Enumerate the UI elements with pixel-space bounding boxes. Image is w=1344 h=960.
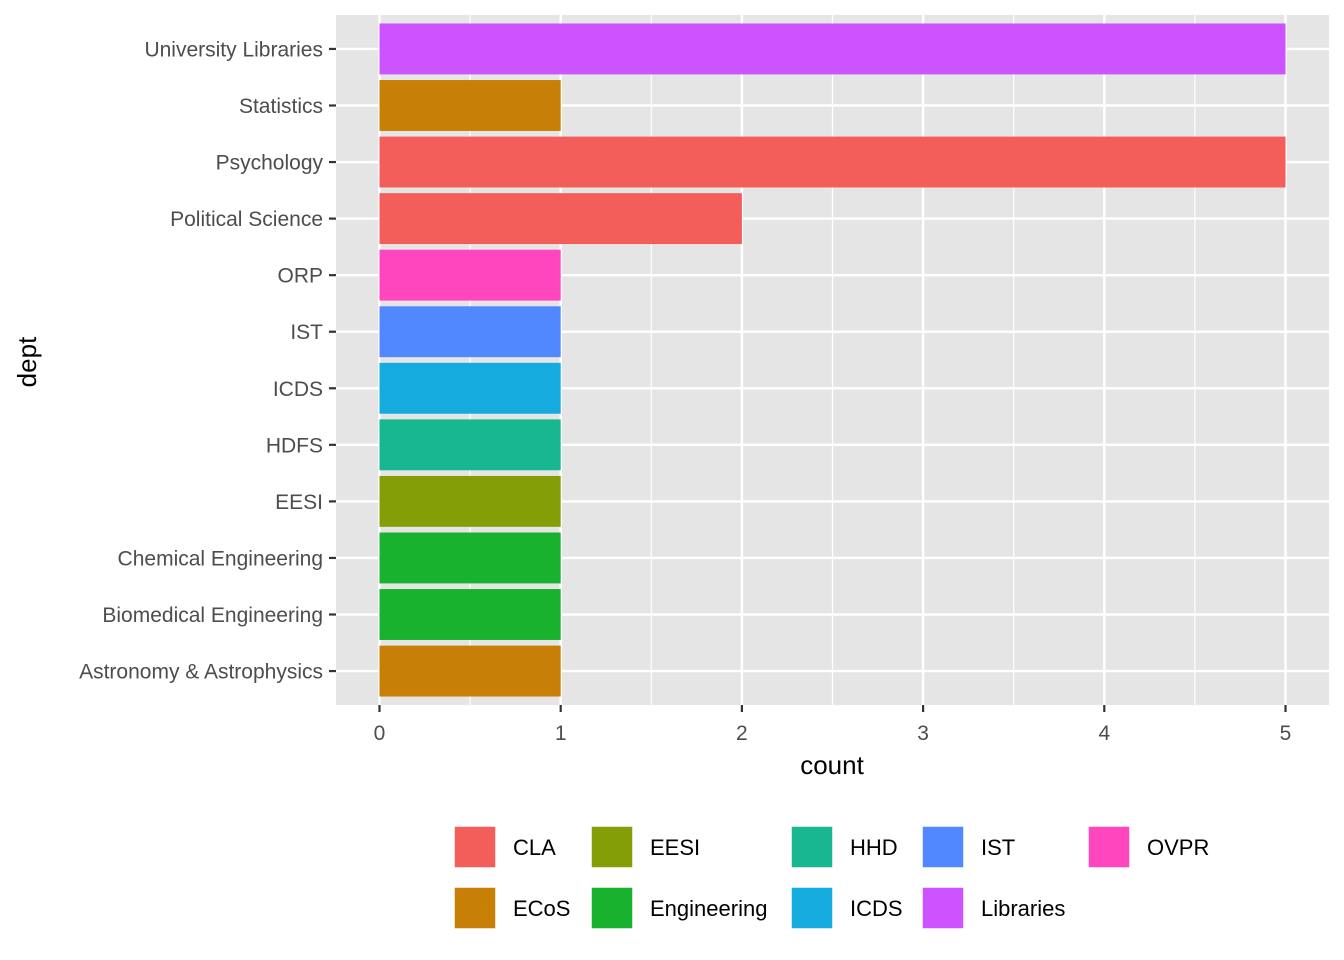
bar [379, 419, 561, 471]
legend-key [921, 825, 965, 869]
y-tick-label: Statistics [239, 95, 323, 118]
legend-label: Engineering [650, 896, 767, 921]
bar [379, 589, 561, 640]
y-tick-label: ORP [277, 265, 323, 288]
bar [379, 193, 742, 245]
legend-label: ICDS [850, 896, 903, 921]
y-tick-label: Biomedical Engineering [102, 604, 323, 627]
legend-key [1087, 825, 1131, 869]
y-tick-label: ICDS [273, 378, 323, 401]
y-tick-label: Political Science [170, 208, 323, 231]
legend-label: Libraries [981, 896, 1065, 921]
legend: CLA ECoS EESI Engineering HHD ICDS IST Librarie… [453, 825, 1209, 930]
legend-key [590, 886, 634, 930]
y-tick-label: University Libraries [144, 38, 323, 61]
legend-key [790, 825, 834, 869]
y-axis-title: dept [12, 336, 42, 387]
bar [379, 645, 561, 697]
x-tick-label: 5 [1280, 722, 1292, 745]
legend-label: EESI [650, 835, 700, 860]
y-tick-label: Chemical Engineering [118, 547, 323, 570]
x-tick-label: 3 [917, 722, 929, 745]
x-axis-title: count [800, 750, 864, 780]
legend-label: HHD [850, 835, 898, 860]
legend-key [453, 886, 497, 930]
x-tick-label: 0 [374, 722, 386, 745]
legend-label: IST [981, 835, 1015, 860]
major-gridlines [336, 15, 1329, 705]
x-tick-label: 1 [555, 722, 567, 745]
bar [379, 80, 561, 131]
y-tick-label: IST [290, 321, 323, 344]
bar [379, 136, 1286, 188]
y-tick-label: Psychology [216, 152, 324, 175]
legend-key [921, 886, 965, 930]
x-tick-label: 4 [1098, 722, 1110, 745]
legend-label: CLA [513, 835, 556, 860]
legend-key [590, 825, 634, 869]
legend-key [790, 886, 834, 930]
x-tick-label: 2 [736, 722, 748, 745]
legend-label: ECoS [513, 896, 570, 921]
y-tick-label: Astronomy & Astrophysics [79, 661, 323, 684]
legend-key [453, 825, 497, 869]
bar [379, 475, 561, 527]
bars [379, 23, 1286, 697]
bar [379, 23, 1286, 75]
y-tick-label: EESI [275, 491, 323, 514]
bar [379, 362, 561, 414]
y-tick-label: HDFS [266, 434, 323, 457]
bar [379, 249, 561, 301]
y-axis: University Libraries Statistics Psychology… [79, 38, 336, 684]
bar [379, 532, 561, 584]
bar [379, 306, 561, 358]
x-axis: 0 1 2 3 4 5 [374, 705, 1292, 745]
legend-label: OVPR [1147, 835, 1209, 860]
